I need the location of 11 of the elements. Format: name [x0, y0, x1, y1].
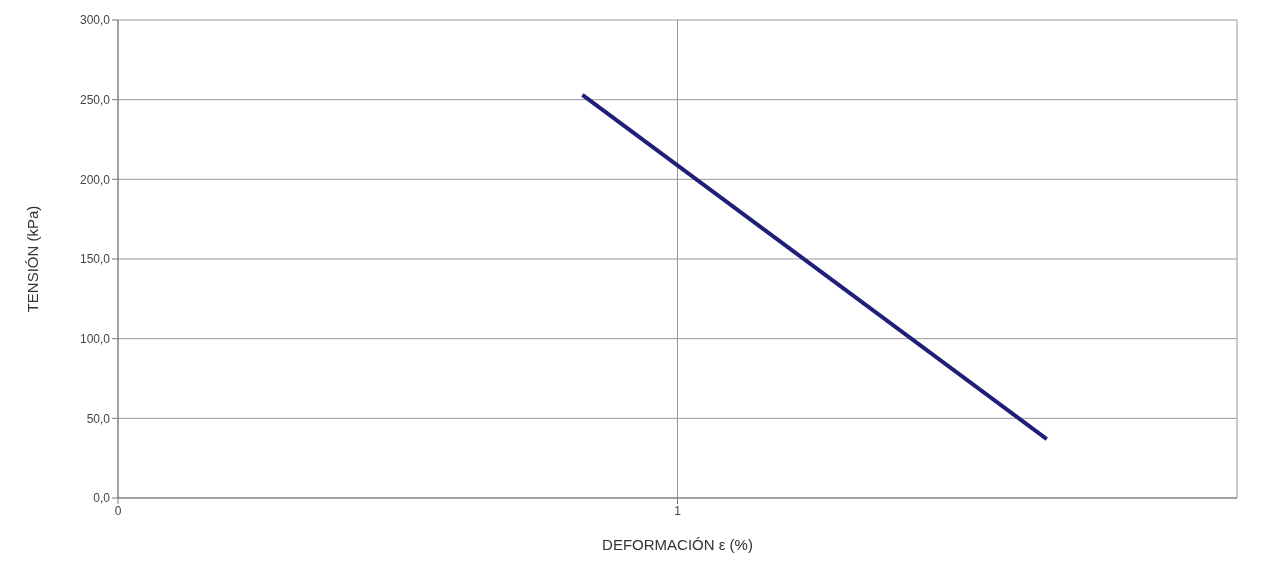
y-tick-label: 300,0 — [79, 13, 111, 28]
y-tick-label: 250,0 — [79, 92, 111, 107]
y-tick-label: 150,0 — [79, 252, 111, 267]
y-tick-label: 100,0 — [79, 331, 111, 346]
x-tick-label: 1 — [674, 503, 682, 518]
y-axis-title: TENSIÓN (kPa) — [24, 205, 42, 313]
y-tick-label: 0,0 — [93, 491, 111, 506]
y-tick-label: 50,0 — [86, 411, 111, 426]
x-tick-label: 0 — [114, 503, 122, 518]
y-tick-label: 200,0 — [79, 172, 111, 187]
x-axis-title: DEFORMACIÓN ε (%) — [602, 536, 753, 553]
